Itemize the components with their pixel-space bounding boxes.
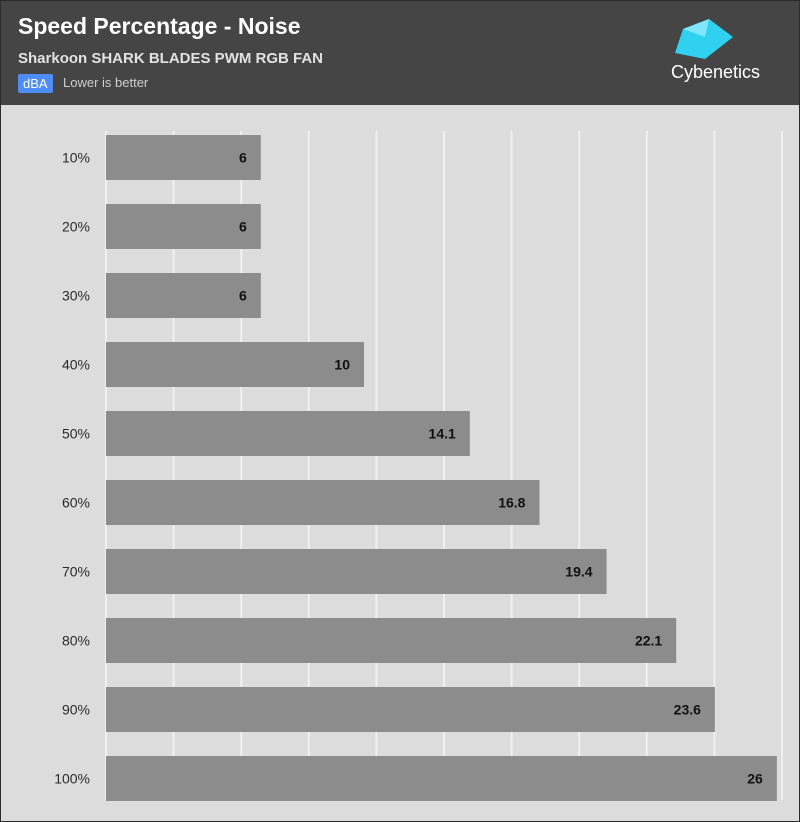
category-label: 90%	[62, 702, 90, 718]
category-label: 80%	[62, 633, 90, 649]
chart-note: Lower is better	[63, 75, 149, 90]
category-label: 10%	[62, 150, 90, 166]
category-label: 60%	[62, 495, 90, 511]
cybenetics-logo: Cybenetics	[665, 17, 775, 87]
value-label: 23.6	[674, 702, 701, 718]
bar-90pct	[106, 687, 715, 732]
category-label: 40%	[62, 357, 90, 373]
logo-text: Cybenetics	[671, 62, 761, 82]
value-label: 6	[239, 288, 247, 304]
bar-60pct	[106, 480, 540, 525]
category-label: 70%	[62, 564, 90, 580]
chart-title: Speed Percentage - Noise	[18, 13, 301, 39]
category-label: 50%	[62, 426, 90, 442]
unit-badge: dBA	[18, 74, 53, 93]
bar-30pct	[106, 273, 261, 318]
value-label: 6	[239, 150, 247, 166]
bar-chart: 10% 6 20% 6 30% 6 40% 10 50% 14.1 60% 16.8 70% 19.4 80…	[54, 131, 783, 801]
value-label: 14.1	[429, 426, 456, 442]
value-label: 10	[334, 357, 350, 373]
category-label: 30%	[62, 288, 90, 304]
value-label: 19.4	[565, 564, 592, 580]
category-label: 20%	[62, 219, 90, 235]
category-label: 100%	[54, 771, 90, 787]
value-label: 6	[239, 219, 247, 235]
bar-70pct	[106, 549, 607, 594]
value-label: 26	[747, 771, 763, 787]
bar-10pct	[106, 135, 261, 180]
chart-header: Speed Percentage - Noise Sharkoon SHARK …	[1, 1, 799, 105]
bar-100pct	[106, 756, 777, 801]
bar-20pct	[106, 204, 261, 249]
bar-80pct	[106, 618, 677, 663]
bar-40pct	[106, 342, 365, 387]
value-label: 16.8	[498, 495, 525, 511]
chart-subtitle: Sharkoon SHARK BLADES PWM RGB FAN	[18, 50, 324, 67]
cybenetics-logo-icon	[675, 19, 733, 59]
value-label: 22.1	[635, 633, 662, 649]
bar-50pct	[106, 411, 470, 456]
